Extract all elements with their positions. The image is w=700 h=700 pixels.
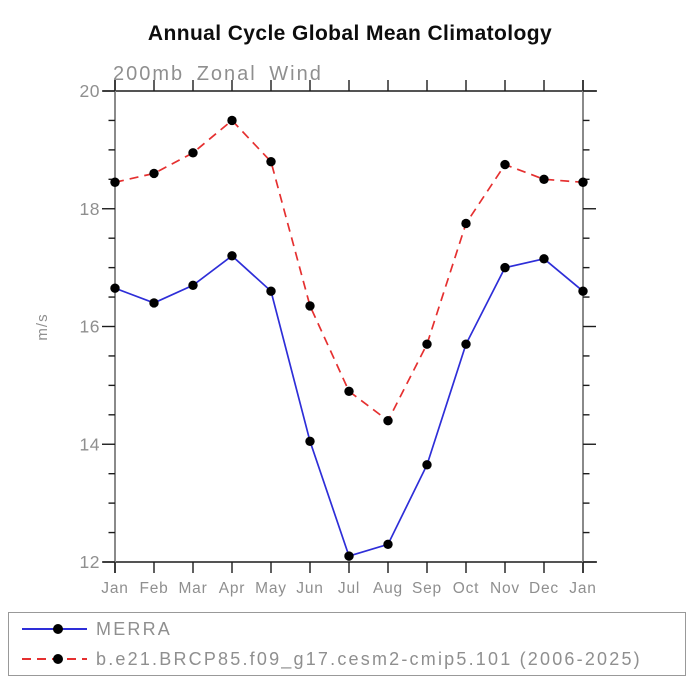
- plot-area: Jan Feb Mar Apr May Jun Jul Aug Sep Oct Nov Dec Jan1…: [34, 63, 597, 597]
- x-axis-tick-label: Jul: [338, 580, 360, 597]
- model-line-sample-icon: [22, 654, 87, 664]
- model-data-point-marker: [500, 159, 510, 170]
- y-axis-tick-label: 16: [80, 317, 100, 337]
- model-data-point-marker: [266, 156, 276, 167]
- chart-title: Annual Cycle Global Mean Climatology: [147, 22, 553, 45]
- x-axis-tick-label: May: [255, 580, 287, 597]
- merra-data-point-marker: [422, 460, 432, 470]
- model-data-point-marker: [422, 339, 432, 349]
- merra-data-point-marker: [188, 280, 198, 290]
- x-axis-tick-label: Sep: [412, 580, 442, 597]
- model-data-point-marker: [305, 301, 315, 311]
- merra-data-point-marker: [266, 286, 276, 296]
- y-axis-title: m/s: [34, 313, 51, 340]
- x-axis-tick-label: Jan: [569, 580, 596, 597]
- legend-item-model: b.e21.BRCP85.f09_g17.cesm2-cmip5.101 (20…: [9, 645, 685, 673]
- legend-label-model: b.e21.BRCP85.f09_g17.cesm2-cmip5.101 (20…: [96, 648, 642, 669]
- x-axis-tick-label: Nov: [490, 580, 520, 597]
- x-axis-tick-label: Apr: [219, 580, 246, 597]
- model-data-point-marker: [110, 177, 120, 187]
- x-axis-tick-label: Aug: [373, 580, 403, 597]
- merra-data-point-marker: [149, 298, 159, 308]
- model-data-point-marker: [227, 115, 237, 126]
- x-axis-tick-label: Feb: [139, 580, 168, 597]
- y-axis-tick-label: 14: [80, 434, 100, 454]
- model-data-point-marker: [188, 148, 198, 158]
- merra-data-point-marker: [578, 286, 588, 296]
- model-data-point-marker: [461, 218, 471, 229]
- model-data-point-marker: [344, 386, 354, 396]
- model-data-point-marker: [383, 416, 393, 426]
- merra-data-point-marker: [383, 539, 393, 550]
- merra-data-point-marker: [305, 436, 315, 447]
- merra-data-point-marker: [227, 251, 237, 261]
- merra-data-point-marker: [344, 551, 354, 561]
- x-axis-tick-label: Jan: [101, 580, 128, 597]
- y-axis-tick-label: 12: [80, 552, 100, 572]
- model-data-point-marker: [578, 177, 588, 187]
- legend: MERRA b.e21.BRCP85.f09_g17.cesm2-cmip5.1…: [8, 612, 686, 676]
- merra-line-sample-icon: [22, 624, 87, 634]
- model-data-point-marker: [149, 168, 159, 179]
- x-axis-tick-label: Mar: [178, 580, 207, 597]
- model-data-point-marker: [539, 174, 549, 185]
- x-axis-tick-label: Jun: [296, 580, 323, 597]
- x-axis-tick-label: Dec: [529, 580, 559, 597]
- legend-label-merra: MERRA: [96, 618, 173, 639]
- merra-data-point-marker: [461, 339, 471, 349]
- model-series-line: [114, 119, 584, 422]
- x-axis-tick-label: Oct: [453, 580, 480, 597]
- merra-data-point-marker: [539, 254, 549, 264]
- merra-data-point-marker: [110, 283, 120, 293]
- merra-data-point-marker: [500, 262, 510, 273]
- y-axis-tick-label: 20: [80, 81, 100, 101]
- y-axis-tick-label: 18: [80, 199, 100, 219]
- merra-series-line: [114, 254, 584, 558]
- legend-item-merra: MERRA: [9, 615, 685, 643]
- plot-subtitle: 200mb Zonal Wind: [113, 63, 323, 85]
